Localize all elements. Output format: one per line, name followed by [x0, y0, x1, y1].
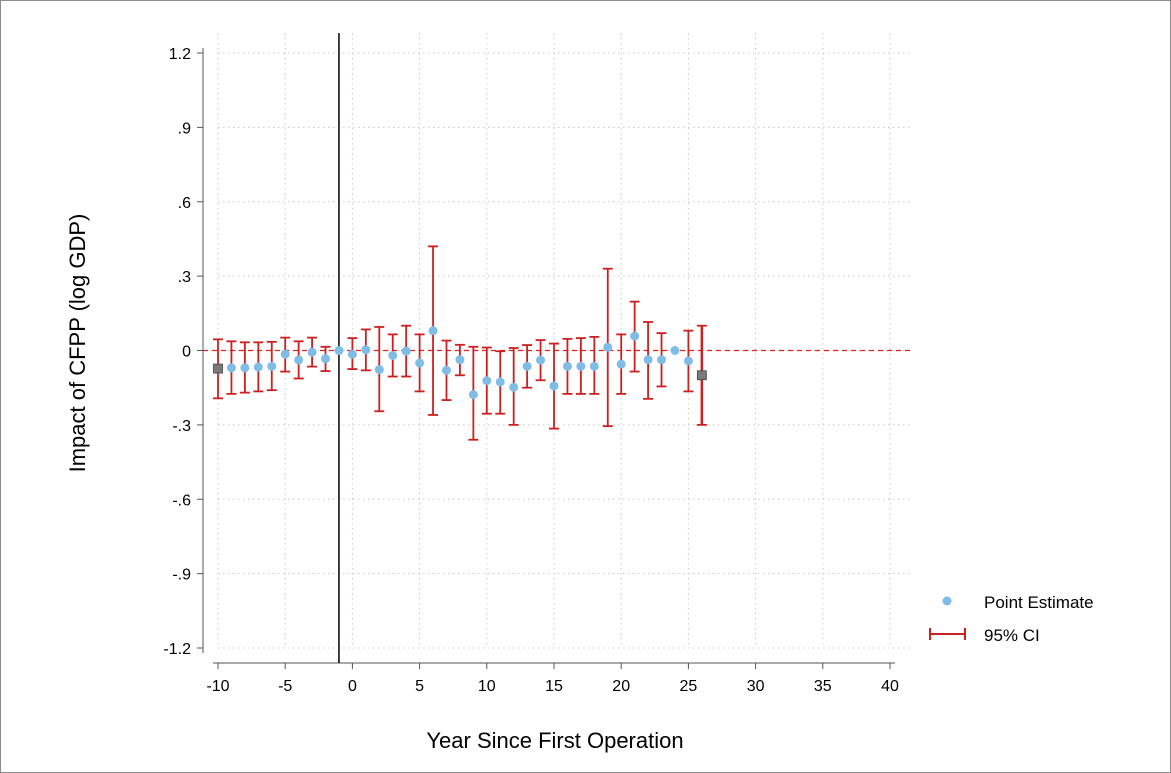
point-estimate: [536, 355, 546, 365]
point-estimate: [226, 363, 236, 373]
point-estimate: [696, 370, 707, 381]
point-estimate: [294, 355, 304, 365]
y-tick-label: .3: [178, 269, 191, 286]
point-estimate: [562, 361, 572, 371]
point-estimate: [603, 342, 613, 352]
point-estimate: [495, 377, 505, 387]
point-estimates: [213, 326, 707, 400]
x-tick-label: -10: [206, 678, 229, 695]
point-estimate: [616, 359, 626, 369]
legend: Point Estimate 95% CI: [929, 593, 1094, 645]
grid-lines: [217, 33, 910, 649]
point-estimate: [643, 355, 653, 365]
point-estimate: [441, 365, 451, 375]
y-tick-label: -.6: [172, 492, 191, 509]
point-estimate: [388, 350, 398, 360]
point-estimate: [374, 365, 384, 375]
legend-point-marker: [942, 596, 952, 606]
point-estimate: [280, 349, 290, 359]
x-tick-label: 30: [747, 678, 765, 695]
point-estimate: [522, 361, 532, 371]
point-estimate: [509, 382, 519, 392]
y-tick-label: .6: [178, 195, 191, 212]
y-tick-label: 0: [182, 344, 191, 361]
point-estimate: [213, 363, 223, 374]
y-tick-label: -.3: [172, 418, 191, 435]
point-estimate: [334, 346, 344, 355]
point-estimate: [428, 326, 438, 336]
point-estimate: [307, 347, 317, 357]
x-tick-label: 40: [881, 678, 899, 695]
point-estimate: [455, 355, 465, 365]
point-estimate: [683, 356, 693, 366]
point-estimate: [589, 361, 599, 371]
point-estimate: [549, 381, 559, 391]
point-estimate: [267, 361, 277, 371]
x-tick-label: 10: [478, 678, 496, 695]
x-tick-label: 25: [680, 678, 698, 695]
x-tick-label: 15: [545, 678, 563, 695]
point-estimate: [482, 376, 492, 386]
y-axis-title: Impact of CFPP (log GDP): [65, 214, 90, 473]
x-tick-label: 35: [814, 678, 832, 695]
y-ticks: 1.2 .9 .6 .3 0 -.3 -.6 -.9 -1.2: [163, 46, 203, 658]
x-tick-label: 20: [612, 678, 630, 695]
legend-ci-label: 95% CI: [984, 626, 1040, 645]
legend-point-label: Point Estimate: [984, 593, 1094, 612]
y-tick-label: .9: [178, 120, 191, 137]
point-estimate: [347, 349, 357, 359]
x-tick-label: 0: [348, 678, 357, 695]
point-estimate: [630, 331, 640, 341]
point-estimate: [401, 346, 411, 356]
point-estimate: [468, 390, 478, 400]
y-tick-label: -.9: [172, 567, 191, 584]
point-estimate: [240, 363, 250, 373]
x-tick-label: -5: [278, 678, 292, 695]
y-tick-label: -1.2: [163, 641, 191, 658]
point-estimate: [670, 346, 680, 355]
axes: [202, 48, 895, 664]
x-tick-label: 5: [415, 678, 424, 695]
point-estimate: [415, 358, 425, 368]
point-estimate: [657, 355, 667, 365]
point-estimate: [361, 345, 371, 355]
x-axis-title: Year Since First Operation: [426, 728, 683, 753]
x-ticks: -10 -5 0 5 10 15 20 25 30 35 40: [206, 663, 899, 695]
point-estimate: [321, 354, 331, 364]
y-tick-label: 1.2: [169, 46, 191, 63]
point-estimate: [253, 362, 263, 372]
point-estimate: [576, 361, 586, 371]
confidence-intervals: [213, 245, 707, 441]
